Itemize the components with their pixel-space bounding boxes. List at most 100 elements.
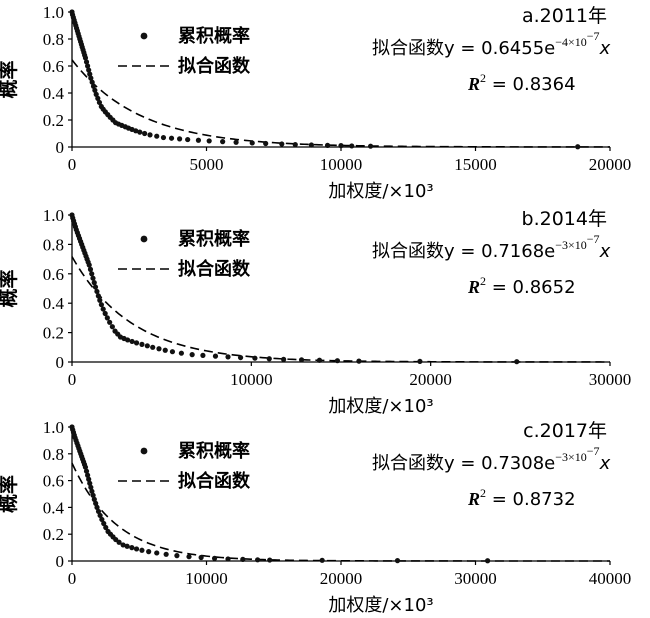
- data-point: [90, 83, 97, 89]
- y-tick-label: 1.0: [43, 3, 64, 22]
- data-point: [120, 542, 126, 548]
- data-point: [211, 555, 218, 561]
- y-tick-label: 0: [56, 353, 65, 372]
- data-point: [237, 354, 244, 361]
- data-point: [281, 356, 287, 362]
- data-point: [225, 556, 231, 562]
- fit-equation-prefix: y = 0.6455e: [444, 38, 555, 59]
- data-point: [129, 338, 135, 345]
- y-tick-label: 0.8: [43, 235, 64, 254]
- r-squared-value: = 0.8652: [486, 277, 576, 298]
- x-tick-label: 15000: [454, 155, 497, 174]
- data-point: [316, 357, 323, 363]
- data-point: [92, 284, 99, 290]
- data-point: [92, 87, 98, 93]
- r-squared-symbol: R: [467, 277, 480, 297]
- data-point: [240, 556, 246, 562]
- data-point: [87, 266, 94, 272]
- data-point: [186, 554, 192, 560]
- x-tick-label: 0: [68, 569, 77, 588]
- data-point: [266, 356, 272, 362]
- x-tick-label: 20000: [320, 569, 363, 588]
- x-tick-label: 20000: [409, 370, 452, 389]
- legend-marker-points: [140, 32, 148, 40]
- data-point: [98, 302, 105, 308]
- fit-curve: [71, 59, 610, 148]
- data-point: [104, 315, 110, 321]
- y-tick-label: 0: [56, 552, 65, 571]
- data-point: [133, 546, 140, 552]
- fit-equation-x: x: [599, 38, 611, 59]
- data-point: [324, 142, 331, 148]
- fit-equation: 拟合函数y = 0.6455e−4×10−7x: [372, 29, 611, 59]
- data-point: [139, 547, 145, 553]
- data-point: [86, 67, 92, 73]
- data-point: [99, 516, 105, 523]
- chart-panel-3: 0 0.2 0.4 0.6 0.8 1.0 0 10000 20000 30000 40000 概率加…: [0, 418, 631, 616]
- data-point: [91, 496, 97, 502]
- data-point: [356, 358, 362, 364]
- data-point: [95, 508, 102, 515]
- y-tick-label: 0.4: [43, 84, 65, 103]
- data-point: [255, 557, 261, 563]
- fit-equation-label: 拟合函数: [372, 453, 444, 474]
- data-point: [267, 557, 273, 563]
- data-point: [89, 488, 95, 494]
- data-point: [107, 319, 113, 325]
- data-point: [349, 143, 355, 149]
- data-point: [109, 324, 115, 330]
- data-point: [162, 347, 168, 353]
- data-point: [88, 484, 94, 490]
- data-point: [212, 353, 219, 359]
- chart-panel-2: 0 0.2 0.4 0.6 0.8 1.0 0 10000 20000 30000 概率加权度/×1…: [0, 206, 631, 417]
- data-point: [100, 306, 106, 312]
- y-tick-label: 0.2: [43, 324, 64, 343]
- data-point: [102, 310, 108, 317]
- data-point: [185, 136, 191, 143]
- fit-equation-exponent: −3×10: [555, 238, 587, 252]
- fit-equation-exponent-power: −7: [587, 232, 600, 246]
- data-point: [147, 132, 153, 138]
- data-point: [206, 138, 212, 144]
- x-tick-label: 0: [68, 370, 77, 389]
- data-point: [514, 359, 520, 365]
- data-point: [198, 554, 204, 561]
- fit-equation-exponent-power: −7: [587, 29, 600, 43]
- data-point: [85, 472, 91, 478]
- data-point: [160, 134, 167, 141]
- x-tick-label: 30000: [589, 370, 632, 389]
- data-point: [124, 337, 131, 343]
- data-point: [89, 271, 95, 277]
- legend-label-fit: 拟合函数: [178, 470, 251, 492]
- chart-panel-1: 0 0.2 0.4 0.6 0.8 1.0 0 5000 10000 15000 20000 概率加权…: [0, 3, 631, 202]
- data-point: [83, 59, 90, 65]
- x-tick-label: 5000: [190, 155, 224, 174]
- data-point: [308, 142, 315, 148]
- fit-equation: 拟合函数y = 0.7168e−3×10−7x: [372, 232, 611, 262]
- x-axis-label: 加权度/×10³: [328, 396, 433, 417]
- data-point: [169, 349, 176, 355]
- data-point: [93, 500, 99, 506]
- y-tick-label: 0.6: [43, 472, 64, 491]
- y-tick-label: 0.8: [43, 30, 64, 49]
- data-point: [417, 358, 423, 365]
- data-point: [97, 297, 103, 303]
- fit-equation-x: x: [599, 453, 611, 474]
- y-axis-label: 概率: [0, 269, 20, 307]
- data-point: [338, 143, 344, 149]
- data-point: [334, 358, 341, 364]
- data-point: [88, 75, 94, 81]
- x-tick-label: 40000: [589, 569, 632, 588]
- data-point: [146, 549, 152, 555]
- panel-tag: a.2011年: [522, 5, 607, 27]
- data-point: [95, 95, 101, 101]
- data-point: [178, 350, 184, 356]
- data-point: [177, 136, 183, 142]
- data-point: [82, 464, 89, 470]
- data-point: [189, 352, 195, 358]
- data-point: [174, 553, 180, 559]
- y-tick-label: 0.4: [43, 294, 65, 313]
- data-point: [220, 139, 226, 145]
- x-tick-label: 20000: [589, 155, 632, 174]
- data-point: [89, 79, 95, 85]
